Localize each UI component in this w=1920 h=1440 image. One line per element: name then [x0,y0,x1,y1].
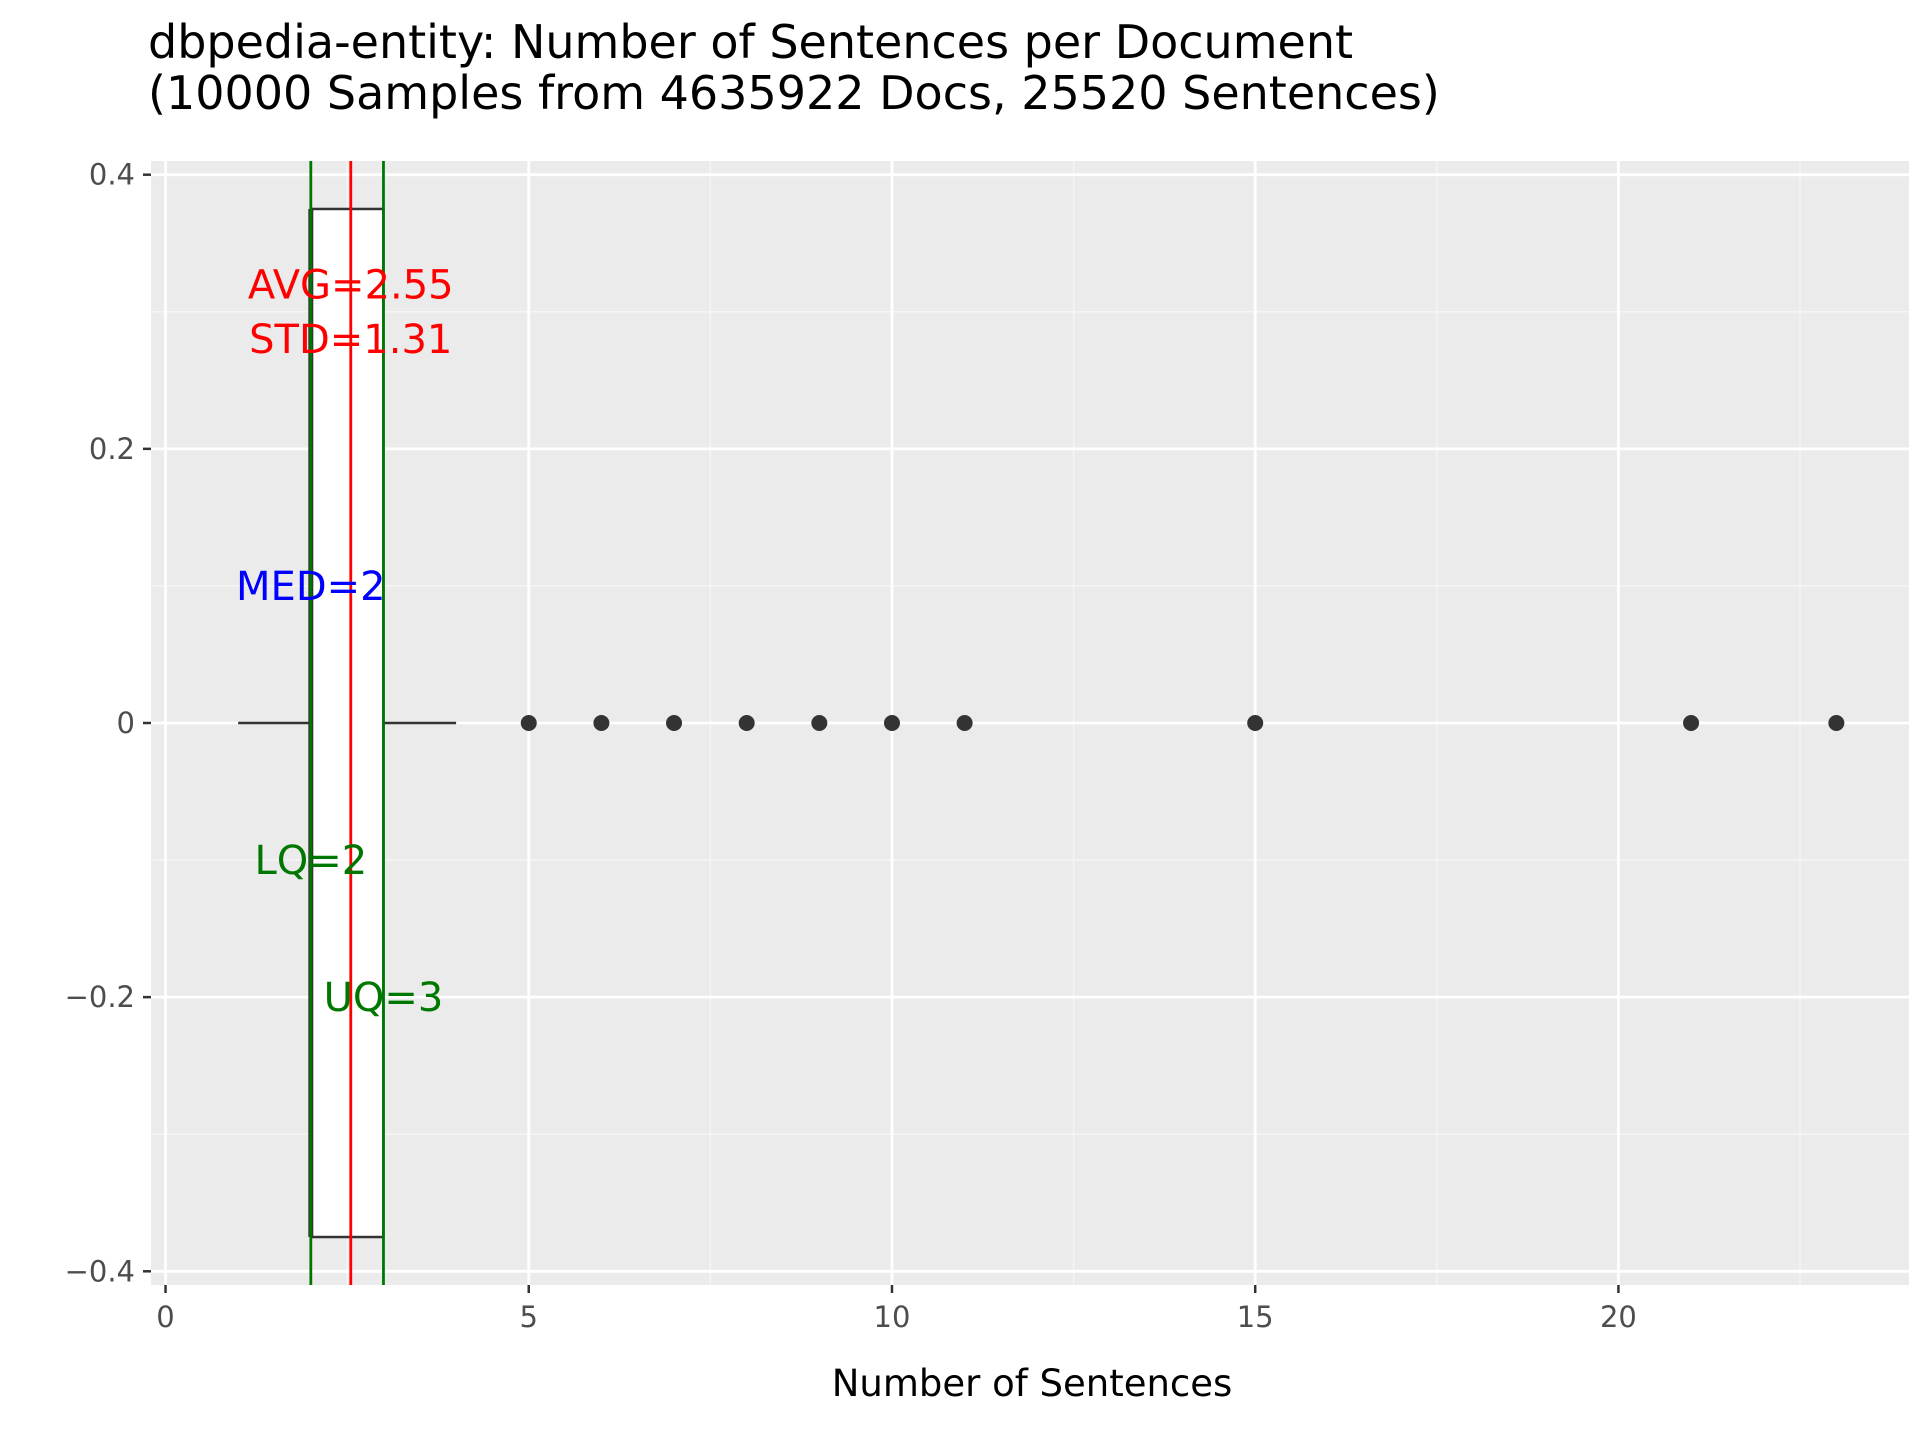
outlier-point [1247,715,1264,731]
y-tick-label: 0 [117,706,135,740]
lq-label: LQ=2 [254,838,367,884]
y-tick-label: 0.4 [89,158,135,192]
y-tick-label: 0.2 [89,432,135,466]
x-tick-label: 15 [1237,1300,1274,1334]
y-axis: 0.4 0.2 0 −0.2 −0.4 [65,158,151,1288]
x-axis-title: Number of Sentences [832,1362,1233,1405]
y-tick-label: −0.2 [65,980,135,1014]
median-label: MED=2 [236,564,386,610]
stat-annotations: AVG=2.55 STD=1.31 MED=2 LQ=2 UQ=3 [236,262,454,1021]
box-rect [309,207,385,1239]
outlier-point [811,715,828,731]
avg-label: AVG=2.55 [248,262,454,308]
x-axis: 0 5 10 15 20 [156,1285,1637,1334]
chart-subtitle: (10000 Samples from 4635922 Docs, 25520 … [148,66,1440,120]
outlier-point [666,715,683,731]
outlier-point [738,715,755,731]
outlier-point [593,715,610,731]
x-tick-label: 0 [156,1300,174,1334]
y-tick-label: −0.4 [65,1254,135,1288]
outlier-point [1828,715,1845,731]
chart-title: dbpedia-entity: Number of Sentences per … [148,15,1353,69]
uq-label: UQ=3 [324,975,444,1021]
x-tick-label: 5 [520,1300,538,1334]
outlier-points [520,715,1845,731]
reference-lines [309,161,385,1285]
outlier-point [956,715,973,731]
outlier-point [1683,715,1700,731]
outlier-point [520,715,537,731]
outlier-point [883,715,900,731]
x-tick-label: 20 [1600,1300,1637,1334]
std-label: STD=1.31 [249,317,452,363]
x-tick-label: 10 [874,1300,911,1334]
